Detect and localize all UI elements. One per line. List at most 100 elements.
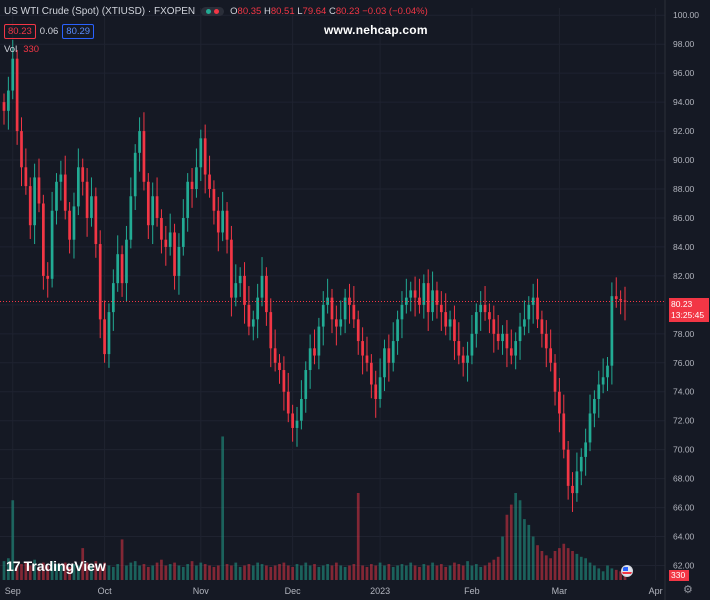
candle (313, 348, 316, 356)
volume-bar (474, 564, 478, 580)
volume-bar (531, 536, 535, 580)
volume-bar (173, 562, 176, 580)
candle (505, 333, 509, 349)
y-tick-label: 100.00 (673, 10, 699, 20)
candle (221, 210, 225, 233)
candle (203, 138, 207, 175)
y-tick-label: 78.00 (673, 329, 695, 339)
volume-bar (426, 565, 430, 580)
volume-bar (614, 569, 618, 580)
volume-bar (461, 565, 465, 580)
volume-bar (177, 565, 181, 580)
volume-bar (212, 566, 216, 580)
volume-bar (190, 561, 194, 580)
volume-bar (168, 564, 172, 580)
candle (11, 58, 15, 91)
market-status-indicator[interactable] (201, 7, 225, 16)
y-tick-label: 84.00 (673, 242, 695, 252)
volume-bar (260, 564, 264, 580)
ohlc-open-value: 80.35 (237, 6, 262, 17)
symbol-title[interactable]: US WTI Crude (Spot) (XTIUSD) · FXOPEN (4, 6, 196, 17)
candle (291, 413, 294, 428)
candle (361, 341, 364, 356)
volume-bar (2, 561, 6, 580)
candle (374, 384, 378, 399)
candle (483, 304, 487, 313)
candle (453, 319, 456, 342)
volume-bar (387, 564, 391, 580)
volume-bar (63, 562, 67, 580)
last-volume-tag: 330 (669, 570, 689, 581)
volume-bar (68, 566, 71, 580)
candle (466, 355, 469, 363)
volume-bar (216, 565, 220, 580)
candle (400, 304, 404, 320)
buy-price-button[interactable]: 80.29 (62, 24, 95, 39)
candle (544, 333, 548, 349)
ohlc-low-value: 79.64 (302, 6, 327, 17)
volume-bar (326, 564, 329, 580)
volume-bar (553, 551, 557, 580)
volume-bar (579, 556, 583, 580)
candle (553, 362, 557, 392)
volume-bar (409, 562, 413, 580)
volume-bar (383, 565, 386, 580)
candle (55, 181, 58, 211)
last-price-tag: 80.23 13:25:45 (669, 298, 709, 322)
y-tick-label: 96.00 (673, 68, 695, 78)
volume-bar (496, 556, 500, 580)
candle (173, 232, 176, 276)
volume-bar (584, 558, 587, 580)
y-tick-label: 64.00 (673, 532, 695, 542)
candle (85, 181, 89, 218)
candle (383, 348, 386, 378)
sell-price-button[interactable]: 80.23 (4, 24, 36, 39)
volume-bar (164, 565, 168, 580)
candle (76, 167, 80, 207)
volume-bar (439, 564, 443, 580)
volume-bar (361, 565, 364, 580)
volume-bar (619, 571, 622, 580)
candle (562, 413, 566, 450)
candle (225, 210, 229, 240)
volume-bar (396, 565, 399, 580)
volume-bar (107, 565, 111, 580)
volume-bar (431, 562, 434, 580)
candle (37, 177, 41, 204)
candle (282, 370, 286, 392)
status-dot-icon (214, 9, 220, 14)
candle (356, 319, 360, 342)
volume-legend[interactable]: Vol 330 (4, 44, 39, 55)
tradingview-logo[interactable]: 17 TradingView (6, 558, 106, 574)
candle (488, 312, 491, 320)
candle (387, 348, 391, 363)
volume-bar (300, 565, 303, 580)
volume-bar (265, 565, 268, 580)
y-tick-label: 94.00 (673, 97, 695, 107)
candle (610, 296, 614, 366)
candle (558, 391, 561, 414)
candle (103, 319, 106, 355)
candle (335, 319, 338, 327)
volume-bar (518, 500, 522, 580)
volume-bar (199, 562, 203, 580)
candle (426, 283, 430, 313)
volume-bar (181, 566, 185, 580)
volume-bar (566, 548, 570, 580)
volume-bar (50, 561, 54, 580)
brand-text: TradingView (23, 558, 106, 574)
volume-bar (335, 562, 338, 580)
volume-bar (356, 493, 360, 580)
volume-bar (129, 562, 133, 580)
candle (50, 210, 54, 279)
volume-bar (72, 564, 76, 580)
volume-bar (291, 566, 294, 580)
volume-bar (286, 565, 290, 580)
candle (42, 203, 45, 276)
volume-bar (304, 562, 308, 580)
us-flag-icon[interactable] (621, 565, 633, 577)
candle (251, 319, 255, 327)
volume-bar (111, 566, 115, 580)
gear-icon[interactable]: ⚙ (683, 584, 693, 596)
